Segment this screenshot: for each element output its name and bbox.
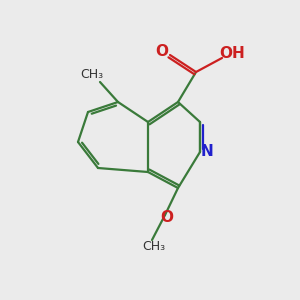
Text: CH₃: CH₃ xyxy=(142,239,166,253)
Text: CH₃: CH₃ xyxy=(80,68,104,80)
Text: O: O xyxy=(155,44,169,59)
Text: N: N xyxy=(201,145,213,160)
Text: OH: OH xyxy=(219,46,245,61)
Text: O: O xyxy=(160,209,173,224)
